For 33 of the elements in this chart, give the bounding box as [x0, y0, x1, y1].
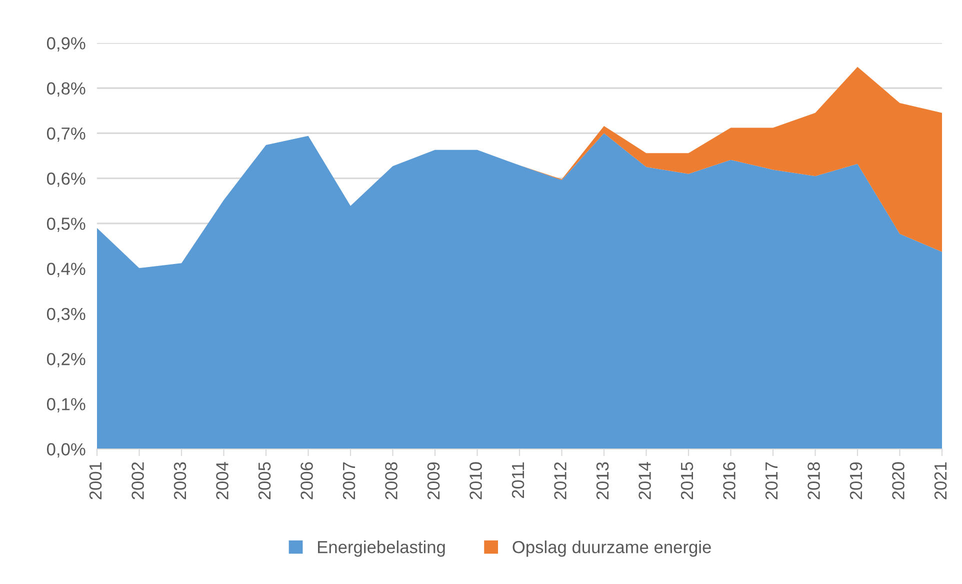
x-tick-label: 2007	[342, 462, 356, 500]
x-tick-label: 2020	[892, 462, 904, 500]
x-tick-label: 2021	[934, 462, 947, 500]
x-tick-label: 2005	[258, 462, 271, 500]
legend-label: Opslag duurzame energie	[512, 540, 711, 557]
x-tick-label: 2012	[554, 462, 566, 500]
x-tick-label: 2006	[300, 462, 313, 500]
x-tick-label: 2011	[512, 462, 524, 498]
x-tick-label: 2013	[596, 462, 609, 500]
x-tick-label: 2002	[132, 462, 144, 500]
x-tick-label: 2004	[216, 462, 228, 500]
x-tick-label: 2015	[680, 462, 694, 500]
x-tick-label: 2019	[850, 462, 862, 500]
legend-label: Energiebelasting	[318, 540, 445, 557]
y-tick-label: 0,0%	[46, 443, 86, 458]
x-tick-label: 2018	[808, 462, 820, 500]
y-tick-label: 0,3%	[46, 308, 86, 322]
y-tick-label: 0,7%	[46, 127, 86, 142]
y-tick-label: 0,1%	[46, 398, 86, 412]
y-tick-label: 0,4%	[46, 262, 86, 278]
x-tick-label: 2014	[638, 462, 651, 500]
y-tick-label: 0,2%	[46, 352, 86, 368]
x-tick-label: 2010	[470, 462, 482, 500]
y-tick-label: 0,9%	[46, 37, 86, 52]
x-tick-label: 2003	[174, 462, 186, 500]
x-tick-label: 2001	[89, 462, 102, 500]
y-tick-label: 0,5%	[46, 218, 86, 232]
x-tick-label: 2009	[427, 462, 440, 500]
x-tick-label: 2016	[723, 462, 736, 500]
x-tick-label: 2008	[385, 462, 398, 500]
y-tick-label: 0,8%	[46, 82, 86, 97]
x-tick-label: 2017	[765, 462, 778, 500]
y-tick-label: 0,6%	[46, 172, 86, 187]
